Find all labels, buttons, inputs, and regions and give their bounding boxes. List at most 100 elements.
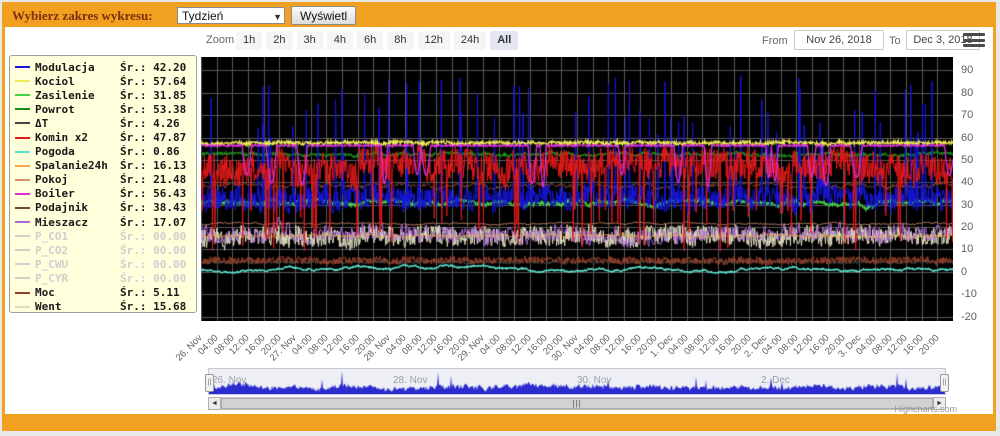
legend-item[interactable]: Pokoj Śr.: 21.48 xyxy=(15,173,196,187)
header-bar: Wybierz zakres wykresu: Tydzień ▼ Wyświe… xyxy=(5,5,993,27)
series-name: P_CWU xyxy=(35,257,69,271)
scrollbar-right-arrow[interactable]: ► xyxy=(933,397,946,410)
x-tick-label: 04:00 xyxy=(571,332,597,358)
series-name: Podajnik xyxy=(35,201,88,215)
x-tick-label: 08:00 xyxy=(493,332,519,358)
y-tick-label: 90 xyxy=(961,64,974,77)
series-average: Śr.: 42.20 xyxy=(120,60,187,74)
navigator-handle-right[interactable]: || xyxy=(940,374,949,392)
navigator-handle-left[interactable]: || xyxy=(205,374,214,392)
series-color-line xyxy=(15,277,30,280)
series-average: Śr.: 21.48 xyxy=(120,173,187,187)
legend-item[interactable]: ΔT Śr.: 4.26 xyxy=(15,116,196,130)
x-tick-label: 12:00 xyxy=(885,332,910,358)
zoom-button-2h[interactable]: 2h xyxy=(266,31,293,50)
chart-menu-button[interactable] xyxy=(963,33,985,47)
legend-item[interactable]: Spalanie24h Śr.: 16.13 xyxy=(15,159,196,173)
main-plot-canvas[interactable] xyxy=(201,57,953,321)
y-tick-label: 60 xyxy=(961,131,974,144)
legend-item[interactable]: Podajnik Śr.: 38.43 xyxy=(15,201,196,215)
highcharts-credit[interactable]: Highcharts.com xyxy=(894,404,957,414)
scrollbar-left-arrow[interactable]: ◄ xyxy=(208,397,221,410)
x-tick-label: 04:00 xyxy=(665,332,691,358)
legend-item[interactable]: P_CWU Śr.: 00.00 xyxy=(15,257,196,271)
x-tick-label: 20:00 xyxy=(634,332,660,358)
series-average: Śr.: 56.43 xyxy=(120,187,187,201)
y-tick-label: 50 xyxy=(961,153,974,166)
range-select-value: Tydzień xyxy=(182,9,224,23)
legend-item[interactable]: Boiler Śr.: 56.43 xyxy=(15,187,196,201)
display-button[interactable]: Wyświetl xyxy=(291,6,357,25)
series-color-line xyxy=(15,122,30,125)
series-average: Śr.: 0.86 xyxy=(120,145,180,159)
x-tick-label: 3. Dec xyxy=(835,332,863,360)
x-tick-label: 08:00 xyxy=(305,332,331,358)
series-name: Pokoj xyxy=(35,173,69,187)
series-color-line xyxy=(15,80,30,83)
x-tick-label: 20:00 xyxy=(258,332,284,358)
legend-item[interactable]: Modulacja Śr.: 42.20 xyxy=(15,60,196,74)
legend-item[interactable]: P_CO2 Śr.: 00.00 xyxy=(15,243,196,257)
zoom-button-24h[interactable]: 24h xyxy=(453,31,487,50)
x-tick-label: 30. Nov xyxy=(549,332,581,364)
x-tick-label: 16:00 xyxy=(618,332,644,358)
x-tick-label: 27. Nov xyxy=(267,332,299,364)
zoom-button-all[interactable]: All xyxy=(490,31,519,50)
zoom-button-12h[interactable]: 12h xyxy=(417,31,450,50)
x-tick-label: 16:00 xyxy=(242,332,268,358)
x-tick-label: 04:00 xyxy=(853,332,879,358)
x-tick-label: 29. Nov xyxy=(455,332,487,364)
x-tick-label: 08:00 xyxy=(587,332,613,358)
series-name: Zasilenie xyxy=(35,88,95,102)
x-tick-label: 1. Dec xyxy=(647,332,675,360)
zoom-button-3h[interactable]: 3h xyxy=(296,31,323,50)
legend-item[interactable]: Went Śr.: 15.68 xyxy=(15,300,196,314)
scrollbar: ◄ ||| ► xyxy=(208,397,946,410)
range-select[interactable]: Tydzień ▼ xyxy=(177,7,285,24)
series-name: P_CO2 xyxy=(35,243,69,257)
legend-item[interactable]: Moc Śr.: 5.11 xyxy=(15,286,196,300)
zoom-button-6h[interactable]: 6h xyxy=(357,31,384,50)
from-input[interactable] xyxy=(794,30,884,50)
series-name: Modulacja xyxy=(35,60,95,74)
series-name: Spalanie24h xyxy=(35,159,108,173)
x-tick-label: 04:00 xyxy=(289,332,315,358)
to-label: To xyxy=(889,35,901,47)
to-input[interactable] xyxy=(906,30,980,50)
legend-item[interactable]: Pogoda Śr.: 0.86 xyxy=(15,145,196,159)
series-color-line xyxy=(15,249,30,252)
series-average: Śr.: 38.43 xyxy=(120,201,187,215)
x-tick-label: 04:00 xyxy=(759,332,785,358)
x-tick-label: 16:00 xyxy=(900,332,926,358)
series-name: P_CO1 xyxy=(35,229,69,243)
scrollbar-thumb[interactable]: ||| xyxy=(221,398,933,409)
zoom-button-4h[interactable]: 4h xyxy=(326,31,353,50)
x-tick-label: 26. Nov xyxy=(173,332,205,364)
series-color-line xyxy=(15,263,30,266)
series-color-line xyxy=(15,192,30,195)
zoom-buttons: 1h 2h 3h 4h 6h 8h 12h 24h All xyxy=(236,31,519,50)
series-average: Śr.: 00.00 xyxy=(120,243,187,257)
series-average: Śr.: 4.26 xyxy=(120,116,180,130)
legend-item[interactable]: P_CYR Śr.: 00.00 xyxy=(15,271,196,285)
legend-panel: Modulacja Śr.: 42.20 Kociol Śr.: 57.64 Zasil… xyxy=(9,55,197,313)
zoom-button-8h[interactable]: 8h xyxy=(387,31,414,50)
x-tick-label: 12:00 xyxy=(509,332,534,358)
legend-item[interactable]: P_CO1 Śr.: 00.00 xyxy=(15,229,196,243)
page: Wybierz zakres wykresu: Tydzień ▼ Wyświe… xyxy=(5,5,993,414)
x-tick-label: 16:00 xyxy=(336,332,362,358)
y-tick-label: 40 xyxy=(961,176,974,189)
navigator[interactable]: 26. Nov 28. Nov 30. Nov 2. Dec || || xyxy=(205,368,949,395)
legend-item[interactable]: Zasilenie Śr.: 31.85 xyxy=(15,88,196,102)
legend-item[interactable]: Kociol Śr.: 57.64 xyxy=(15,74,196,88)
x-tick-label: 04:00 xyxy=(477,332,503,358)
series-name: P_CYR xyxy=(35,271,69,285)
zoom-button-1h[interactable]: 1h xyxy=(236,31,263,50)
scrollbar-track[interactable]: ||| xyxy=(221,397,933,410)
navigator-canvas xyxy=(209,369,945,394)
legend-item[interactable]: Mieszacz Śr.: 17.07 xyxy=(15,215,196,229)
series-name: Moc xyxy=(35,286,55,300)
legend-item[interactable]: Komin x2 Śr.: 47.87 xyxy=(15,130,196,144)
legend-item[interactable]: Powrot Śr.: 53.38 xyxy=(15,102,196,116)
series-color-line xyxy=(15,206,30,209)
